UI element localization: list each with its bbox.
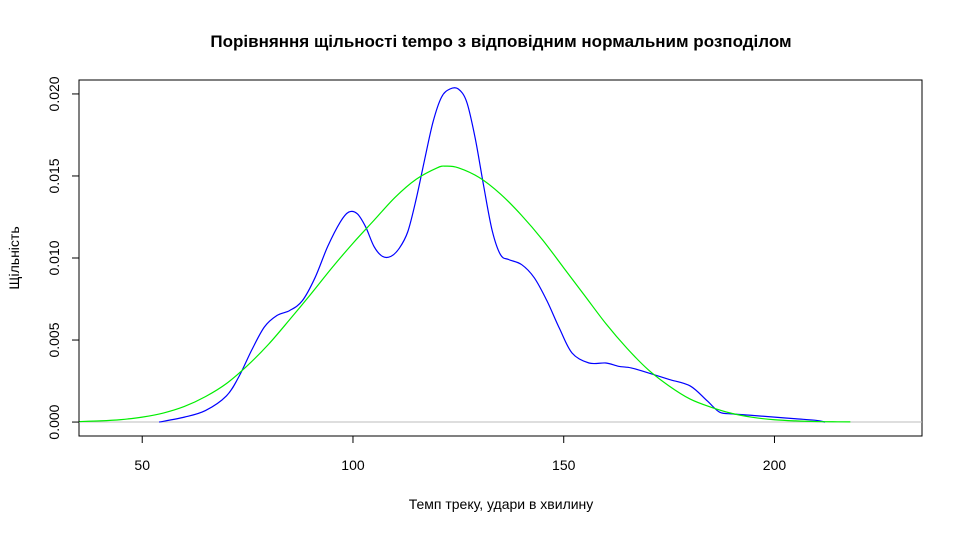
y-tick-label: 0.010 [46,240,62,275]
series-layer [78,87,851,423]
chart-title: Порівняння щільності tempo з відповідним… [210,32,791,51]
x-tick-label: 50 [134,457,150,473]
y-tick-label: 0.000 [46,404,62,439]
series-line-2 [78,165,851,423]
plot-box [78,79,923,437]
y-tick-label: 0.015 [46,158,62,193]
x-tick-label: 100 [341,457,365,473]
x-tick-label: 150 [552,457,576,473]
y-tick-label: 0.005 [46,322,62,357]
y-tick-label: 0.020 [46,76,62,111]
series-line-1 [158,87,826,423]
y-axis: 0.000 0.005 0.010 0.015 0.020 [46,76,80,440]
x-axis-label: Темп треку, удари в хвилину [409,496,594,512]
x-tick-label: 200 [763,457,787,473]
x-axis: 50 100 150 200 [134,435,787,473]
y-axis-label: Щільність [6,226,22,289]
